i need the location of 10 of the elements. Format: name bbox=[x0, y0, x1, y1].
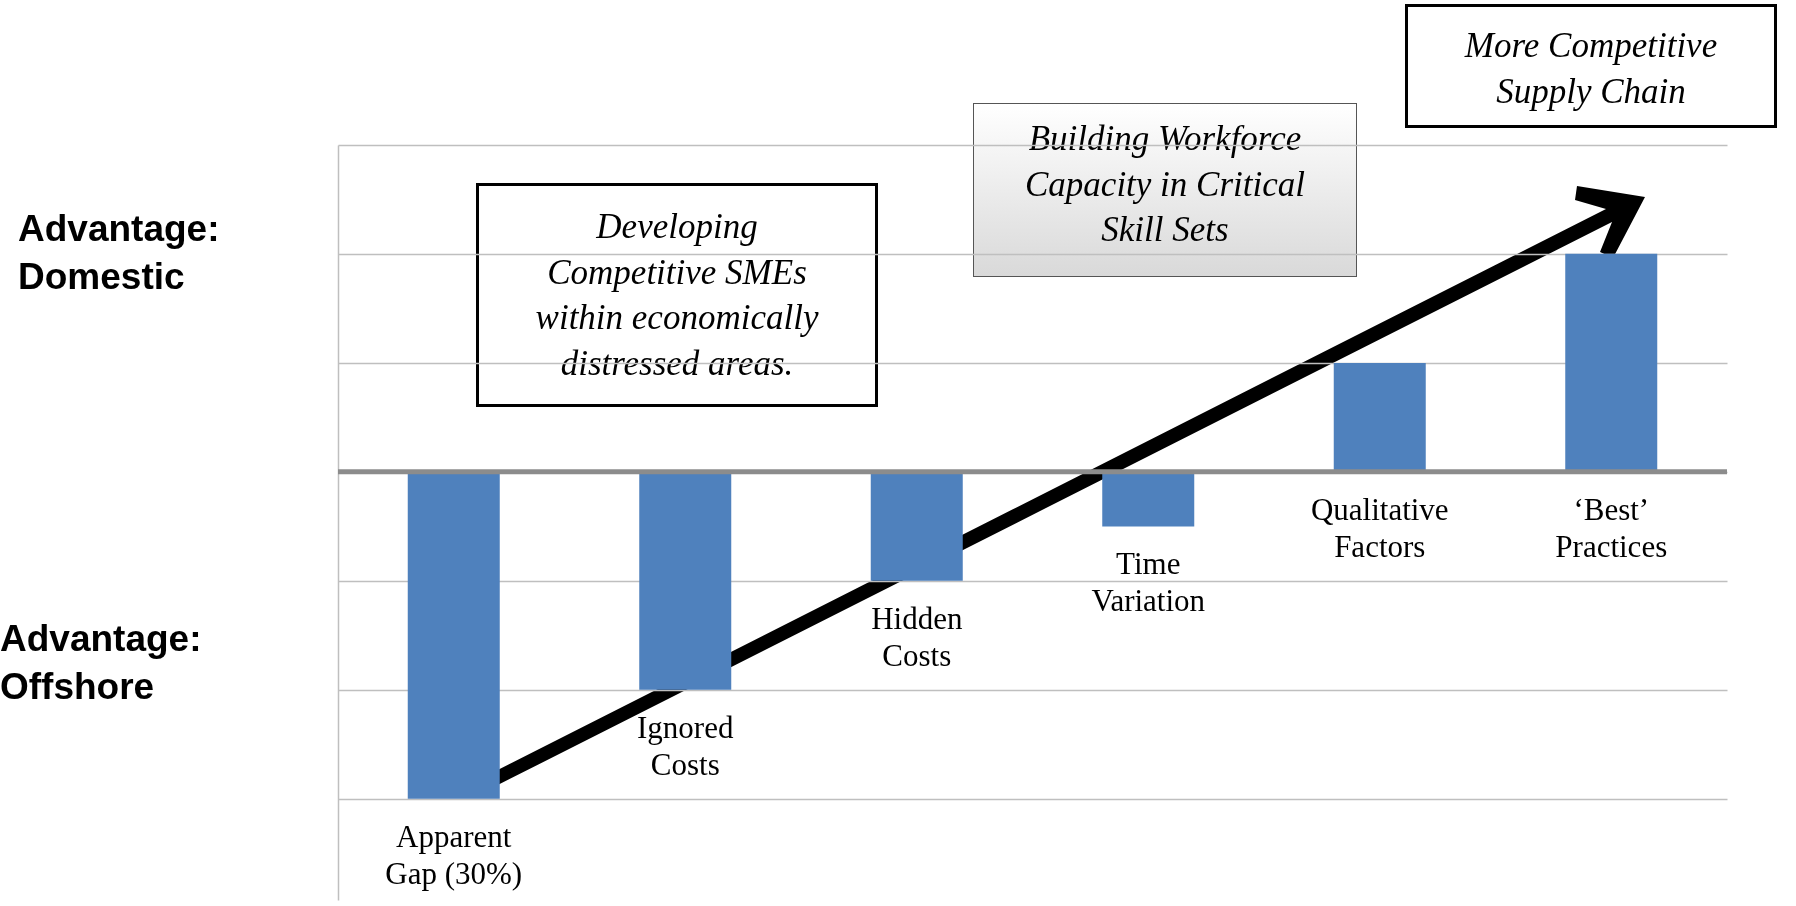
text: More Competitive Supply Chain bbox=[1405, 4, 1777, 128]
x-tick-label: Hidden Costs bbox=[871, 600, 963, 673]
x-tick-label: Apparent Gap (30%) bbox=[385, 818, 523, 891]
text: Advantage: Offshore bbox=[0, 617, 203, 710]
x-tick-label: Ignored Costs bbox=[637, 709, 734, 782]
text: Advantage: Domestic bbox=[18, 207, 221, 300]
x-tick-label: Qualitative Factors bbox=[1310, 491, 1449, 564]
x-tick-label: ‘Best’ Practices bbox=[1555, 491, 1668, 564]
text: Building Workforce Capacity in Critical Skill Sets bbox=[973, 103, 1357, 277]
x-tick-label: Time Variation bbox=[1091, 546, 1206, 619]
